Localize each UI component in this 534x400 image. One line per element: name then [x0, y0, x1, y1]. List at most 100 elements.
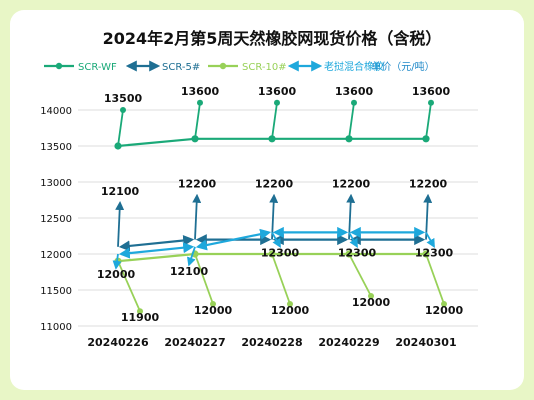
- data-label: 11900: [121, 311, 160, 324]
- data-label-group: 12100: [101, 185, 140, 247]
- series-4: [118, 226, 426, 259]
- leader-dot: [368, 293, 374, 299]
- legend: SCR-WF SCR-5# SCR-10# 老挝混合橡胶: [44, 60, 384, 73]
- legend-marker: [219, 62, 227, 70]
- data-label-group: 12200: [409, 178, 448, 240]
- legend-label: SCR-WF: [78, 62, 117, 73]
- data-label: 13600: [335, 85, 374, 98]
- data-label: 12200: [332, 178, 371, 191]
- y-tick-label: 11000: [40, 322, 72, 333]
- legend-item-3: SCR-10#: [208, 62, 287, 73]
- x-axis: 20240226 20240227 20240228 20240229 20240301: [87, 336, 456, 349]
- leader-dot: [351, 99, 357, 106]
- grid: [78, 109, 478, 327]
- data-label: 12000: [352, 296, 391, 309]
- data-label-group: 13500: [104, 92, 143, 147]
- data-label: 12300: [261, 246, 300, 259]
- series-segment: [195, 228, 272, 251]
- y-axis: 11000 11500 12000 12500 13000 13500 14000: [40, 106, 72, 333]
- y-tick-label: 11500: [40, 286, 72, 297]
- data-label: 12000: [271, 304, 310, 317]
- legend-item-2: SCR-5#: [125, 60, 200, 73]
- data-label-group: 12000: [97, 253, 136, 281]
- leader-dot: [274, 99, 280, 106]
- leader-line: [348, 253, 372, 297]
- chart-card: [10, 10, 524, 390]
- leader-line: [194, 253, 214, 305]
- leader-line: [348, 102, 355, 139]
- data-label: 12000: [97, 268, 136, 281]
- data-label-group: 13600: [335, 85, 374, 139]
- leader-line: [271, 231, 281, 248]
- data-label-group: 12000: [425, 253, 463, 317]
- data-label-group: 11900: [117, 260, 160, 324]
- y-tick-label: 13000: [40, 178, 72, 189]
- data-label: 12100: [170, 265, 209, 278]
- data-label: 12300: [415, 246, 454, 259]
- data-label: 13600: [412, 85, 451, 98]
- leader-line: [112, 253, 122, 270]
- leader-dot: [210, 301, 216, 307]
- x-tick-label: 20240227: [164, 336, 225, 349]
- leader-line: [348, 231, 358, 248]
- leader-line: [271, 253, 291, 305]
- data-label-group: 12000: [271, 253, 310, 317]
- y-tick-label: 12500: [40, 214, 72, 225]
- data-label-group: 13600: [181, 85, 220, 139]
- y-tick-label: 13500: [40, 142, 72, 153]
- leader-line: [271, 102, 278, 139]
- leader-dot: [120, 107, 126, 113]
- legend-label: SCR-5#: [162, 62, 200, 73]
- leader-dot: [287, 301, 293, 307]
- data-label: 12200: [409, 178, 448, 191]
- data-label-group: 13600: [412, 85, 451, 139]
- leader-line: [425, 102, 432, 139]
- legend-marker: [55, 62, 63, 70]
- x-tick-label: 20240226: [87, 336, 149, 349]
- leader-line: [115, 201, 125, 247]
- data-label: 12000: [194, 304, 233, 317]
- data-label-group: 12000: [348, 253, 391, 309]
- data-label: 13600: [258, 85, 297, 98]
- series-segment: [118, 242, 195, 259]
- leader-line: [425, 231, 435, 248]
- x-tick-label: 20240301: [395, 336, 456, 349]
- data-label-group: 12100: [170, 246, 209, 278]
- data-label: 12300: [338, 246, 377, 259]
- data-label-group: 12200: [332, 178, 371, 240]
- leader-dot: [197, 99, 203, 106]
- leader-line: [187, 246, 196, 267]
- y-tick-label: 14000: [40, 106, 72, 117]
- data-label-group: 12300: [261, 231, 300, 259]
- data-label: 12200: [178, 178, 217, 191]
- legend-label: 老挝混合橡胶: [324, 60, 384, 73]
- data-label-group: 12300: [415, 231, 454, 259]
- data-label: 12200: [255, 178, 294, 191]
- series-segment: [118, 235, 195, 252]
- data-label: 12100: [101, 185, 140, 198]
- data-label-group: 12200: [255, 178, 294, 240]
- data-label: 13600: [181, 85, 220, 98]
- legend-label: SCR-10#: [242, 62, 287, 73]
- chart-title: 2024年2月第5周天然橡胶网现货价格（含税）: [103, 29, 442, 48]
- data-label-group: 13600: [258, 85, 297, 139]
- x-tick-label: 20240229: [318, 336, 379, 349]
- legend-unit-label: 单价（元/吨）: [371, 60, 434, 73]
- legend-item-4: 老挝混合橡胶: [287, 60, 384, 73]
- leader-line: [192, 193, 202, 240]
- data-labels: 13500 13600 13600 13600 13600 12100 12200 12200…: [97, 85, 464, 324]
- legend-item-1: SCR-WF: [44, 62, 117, 73]
- leader-line: [117, 109, 124, 147]
- series-layer: [114, 135, 430, 265]
- leader-dot: [137, 308, 143, 315]
- leader-line: [194, 102, 201, 139]
- leader-dot: [441, 301, 447, 307]
- y-tick-label: 12000: [40, 250, 72, 261]
- leader-dot: [428, 99, 434, 106]
- data-label-group: 12200: [178, 178, 217, 240]
- data-label: 13500: [104, 92, 143, 105]
- data-label-group: 12000: [194, 253, 233, 317]
- leader-line: [425, 253, 445, 305]
- x-tick-label: 20240228: [241, 336, 302, 349]
